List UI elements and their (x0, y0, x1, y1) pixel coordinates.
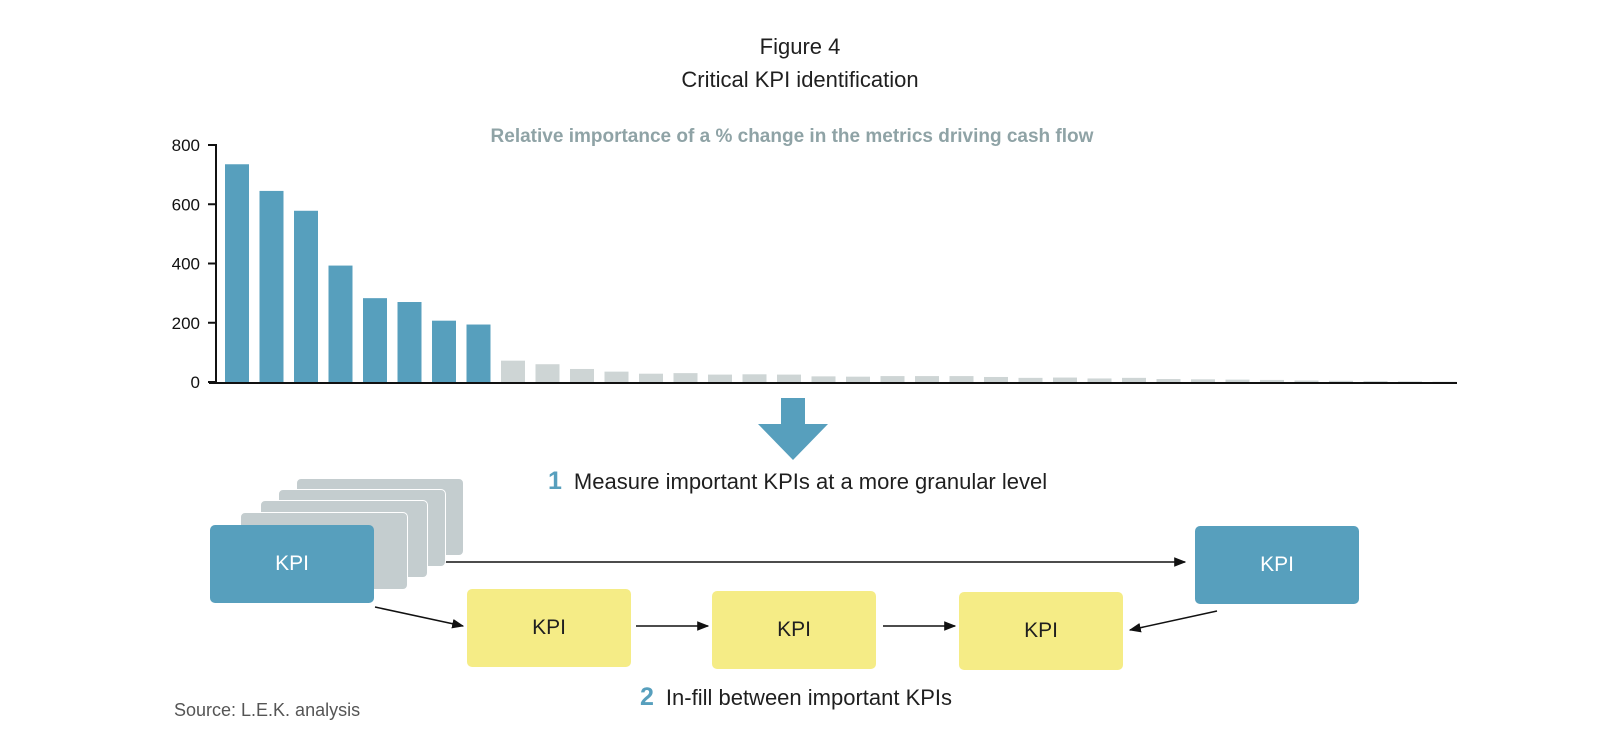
bar-15 (708, 374, 732, 382)
bar-26 (1087, 378, 1112, 382)
down-arrow-icon (758, 398, 828, 460)
y-tick-label: 400 (172, 255, 200, 274)
arrow-kpi-right-to-yellow-3 (1128, 610, 1218, 633)
step-1: 1 Measure important KPIs at a more granul… (548, 467, 1047, 496)
y-tick-label: 600 (172, 195, 200, 214)
bar-9 (501, 360, 525, 382)
kpi-box-left: KPI (210, 525, 374, 603)
figure-number: Figure 4 (759, 34, 841, 59)
bar-25 (1053, 377, 1077, 382)
bar-6 (397, 302, 422, 382)
bar-34 (1363, 381, 1388, 382)
kpi-label: KPI (275, 552, 309, 575)
bar-14 (673, 373, 698, 382)
bar-35 (1398, 381, 1422, 382)
chart-subtitle: Relative importance of a % change in the… (491, 126, 1094, 147)
bar-3 (294, 210, 318, 382)
bar-28 (1156, 379, 1181, 382)
bar-11 (570, 368, 594, 382)
bar-17 (777, 374, 801, 382)
bar-21 (915, 376, 939, 382)
bar-10 (535, 364, 560, 382)
y-tick-label: 800 (172, 136, 200, 155)
bar-33 (1329, 380, 1353, 382)
kpi-label: KPI (777, 618, 811, 641)
bar-23 (984, 376, 1008, 382)
kpi-box-right: KPI (1195, 526, 1359, 604)
kpi-label: KPI (1260, 553, 1294, 576)
kpi-label: KPI (532, 616, 566, 639)
bar-5 (363, 298, 387, 382)
step-1-label: Measure important KPIs at a more granula… (573, 469, 1048, 494)
bar-29 (1191, 379, 1215, 382)
bar-2 (259, 190, 284, 382)
bar-30 (1225, 379, 1250, 382)
y-tick-label: 0 (191, 373, 200, 392)
bar-19 (846, 376, 870, 382)
bar-12 (604, 371, 629, 382)
kpi-infill-1: KPI (467, 589, 631, 667)
bar-16 (742, 374, 767, 382)
bar-8 (466, 324, 491, 382)
bar-13 (639, 373, 663, 382)
kpi-infill-3: KPI (959, 592, 1123, 670)
bar-7 (432, 320, 456, 382)
bar-27 (1122, 377, 1146, 382)
kpi-infill-2: KPI (712, 591, 876, 669)
step-1-number: 1 (548, 467, 562, 495)
bar-4 (328, 265, 353, 382)
y-tick-label: 200 (172, 314, 200, 333)
bar-20 (880, 376, 905, 382)
bar-24 (1018, 377, 1043, 382)
arrow-kpi-to-yellow-1 (374, 606, 465, 629)
source-note: Source: L.E.K. analysis (174, 700, 361, 720)
figure-title: Critical KPI identification (681, 67, 919, 92)
step-2-label: In-fill between important KPIs (665, 685, 953, 710)
bar-1 (225, 164, 249, 382)
kpi-label: KPI (1024, 619, 1058, 642)
step-2-number: 2 (640, 683, 654, 711)
bar-31 (1260, 379, 1284, 382)
bar-18 (811, 376, 836, 382)
bar-22 (949, 376, 974, 382)
bar-32 (1294, 380, 1319, 382)
step-2: 2 In-fill between important KPIs (640, 683, 952, 712)
